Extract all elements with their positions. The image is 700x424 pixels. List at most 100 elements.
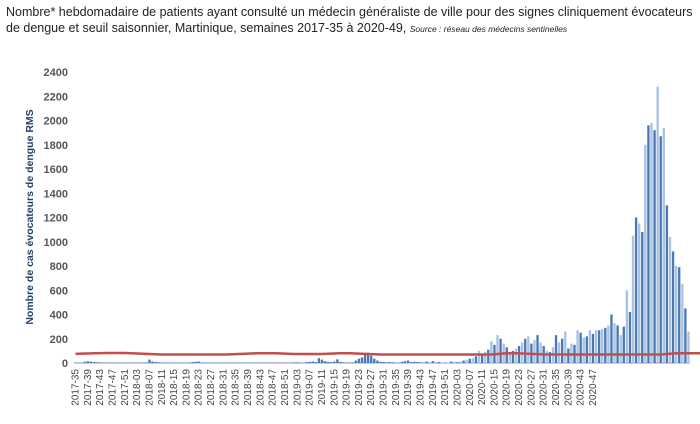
bar <box>92 362 96 363</box>
x-tick-label: 2020-11 <box>477 369 488 405</box>
x-tick-label: 2018-43 <box>255 369 266 406</box>
x-tick-label: 2018-03 <box>132 369 143 406</box>
y-tick-label: 2200 <box>44 91 68 103</box>
bar <box>333 361 336 364</box>
bar <box>373 358 376 363</box>
bar <box>487 349 490 363</box>
bar <box>391 362 394 363</box>
bar <box>585 336 588 363</box>
bar <box>499 338 502 363</box>
bar <box>320 359 324 364</box>
bar <box>89 361 93 364</box>
chart-title: Nombre* hebdomadaire de patients ayant c… <box>6 4 696 37</box>
y-tick-label: 1600 <box>44 164 68 176</box>
axes: 0 200 400 600 800 1000 1200 1400 1600 1800 2000 220… <box>44 67 690 370</box>
bar <box>323 361 327 363</box>
x-tick-label: 2017-47 <box>108 369 119 406</box>
bar <box>474 356 478 363</box>
x-tick-label: 2020-23 <box>514 369 525 406</box>
bar <box>160 362 163 363</box>
bar <box>490 341 493 363</box>
threshold-line <box>75 351 700 356</box>
x-tick-label: 2020-31 <box>539 369 550 406</box>
bar <box>403 361 407 363</box>
bars <box>74 86 690 364</box>
bar <box>330 362 333 363</box>
bar <box>157 362 160 363</box>
bar <box>625 290 629 363</box>
x-tick-label: 2019-23 <box>354 369 365 406</box>
bar <box>644 144 647 363</box>
bar <box>659 136 662 363</box>
bar <box>548 352 552 363</box>
bar <box>453 361 456 363</box>
bar <box>505 347 508 363</box>
x-tick-label: 2017-35 <box>71 369 82 406</box>
bar <box>622 326 625 364</box>
bar <box>468 358 471 363</box>
bar <box>200 362 203 363</box>
y-tick-label: 2000 <box>44 116 68 128</box>
bar <box>95 362 99 363</box>
bar <box>656 86 659 364</box>
bar <box>607 325 610 363</box>
bar <box>610 314 613 363</box>
y-tick-label: 1000 <box>44 237 68 249</box>
bar <box>601 329 604 363</box>
bar <box>440 362 444 363</box>
bar <box>477 350 481 364</box>
y-tick-label: 600 <box>50 285 68 297</box>
bar <box>354 360 357 363</box>
x-tick-label: 2019-51 <box>440 369 451 406</box>
x-tick-label: 2020-03 <box>452 369 463 406</box>
bar <box>496 335 499 363</box>
x-tick-label: 2018-51 <box>280 369 291 406</box>
x-tick-label: 2017-51 <box>120 369 131 406</box>
y-tick-label: 400 <box>50 310 68 322</box>
x-tick-label: 2018-07 <box>144 369 155 406</box>
bar <box>311 361 314 364</box>
bar <box>293 362 296 363</box>
x-tick-label: 2018-27 <box>206 369 217 406</box>
bar <box>148 359 151 364</box>
bar <box>684 308 687 363</box>
bar <box>527 336 530 363</box>
x-tick-label: 2018-39 <box>243 369 254 406</box>
chart-title-text: Nombre* hebdomadaire de patients ayant c… <box>6 5 693 35</box>
x-tick-label: 2019-47 <box>428 369 439 406</box>
y-tick-label: 1400 <box>44 188 68 200</box>
bar <box>151 361 154 364</box>
bar <box>579 332 582 363</box>
bar <box>536 335 539 363</box>
y-tick-label: 800 <box>50 261 68 273</box>
x-tick-label: 2020-07 <box>465 369 476 406</box>
bar <box>410 362 413 363</box>
bar <box>305 362 308 363</box>
bar <box>86 361 90 363</box>
bar <box>154 362 157 363</box>
bar <box>668 236 672 363</box>
y-tick-label: 1200 <box>44 213 68 225</box>
bar <box>434 361 438 363</box>
bar <box>524 338 527 363</box>
y-tick-label: 1800 <box>44 140 68 152</box>
bar <box>342 362 345 363</box>
bar <box>379 361 382 363</box>
x-tick-label: 2019-03 <box>292 369 303 406</box>
bar <box>653 130 656 363</box>
bar <box>557 342 561 363</box>
bar <box>687 331 690 364</box>
x-tick-label: 2020-27 <box>526 369 537 406</box>
x-tick-label: 2019-43 <box>416 369 427 406</box>
bar <box>533 339 536 363</box>
bar <box>465 359 468 363</box>
bar <box>671 251 675 363</box>
bar <box>554 335 558 363</box>
bar <box>641 232 644 363</box>
threshold-line-group <box>75 351 700 356</box>
x-tick-label: 2019-15 <box>329 369 340 406</box>
bar <box>431 361 434 363</box>
x-tick-label: 2018-19 <box>181 369 192 406</box>
bar <box>382 362 385 363</box>
bar <box>564 331 567 364</box>
